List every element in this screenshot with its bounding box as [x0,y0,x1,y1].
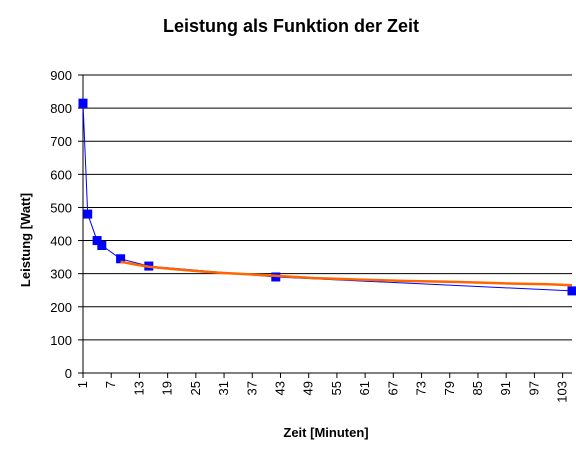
x-tick-labels: 1 7 13 19 25 31 37 43 49 55 61 67 73 79 85 91 97 103 [75,381,570,403]
x-tick-label-2: 13 [131,381,146,395]
x-axis-label: Zeit [Minuten] [283,425,368,440]
y-tick-labels: 0 100 200 300 400 500 600 700 800 900 [50,68,72,381]
x-tick-label-7: 43 [272,381,287,395]
data-point-4 [116,254,126,264]
data-point-7 [567,286,576,296]
y-tick-label-6: 600 [50,167,72,182]
x-tick-label-13: 79 [442,381,457,395]
y-axis-label: Leistung [Watt] [18,193,33,287]
axes [78,74,572,378]
chart-title: Leistung als Funktion der Zeit [163,16,419,36]
x-tick-label-5: 31 [216,381,231,395]
data-point-3 [97,241,107,251]
y-tick-label-5: 500 [50,200,72,215]
x-tick-label-4: 25 [188,381,203,395]
series-line-0 [82,103,573,292]
x-tick-label-12: 73 [414,381,429,395]
x-tick-label-9: 55 [329,381,344,395]
x-tick-label-10: 61 [357,381,372,395]
data-point-0 [78,98,88,108]
y-tick-label-8: 800 [50,101,72,116]
y-tick-label-4: 400 [50,234,72,249]
y-tick-label-2: 200 [50,300,72,315]
series [78,98,576,296]
x-tick-label-1: 7 [103,381,118,388]
data-point-2 [92,236,102,246]
data-point-1 [83,209,93,219]
x-tick-label-14: 85 [470,381,485,395]
y-tick-label-9: 900 [50,68,72,83]
y-tick-label-0: 0 [65,366,72,381]
trend-line [120,260,573,287]
x-tick-label-16: 97 [526,381,541,395]
x-tick-label-15: 91 [498,381,513,395]
y-tick-label-3: 300 [50,267,72,282]
x-tick-label-6: 37 [244,381,259,395]
y-tick-label-7: 700 [50,134,72,149]
gridlines [83,74,572,341]
x-tick-label-3: 19 [160,381,175,395]
x-tick-label-0: 1 [75,381,90,388]
y-tick-label-1: 100 [50,333,72,348]
x-tick-label-11: 67 [385,381,400,395]
x-tick-label-8: 49 [301,381,316,395]
x-tick-label-17: 103 [555,381,570,403]
